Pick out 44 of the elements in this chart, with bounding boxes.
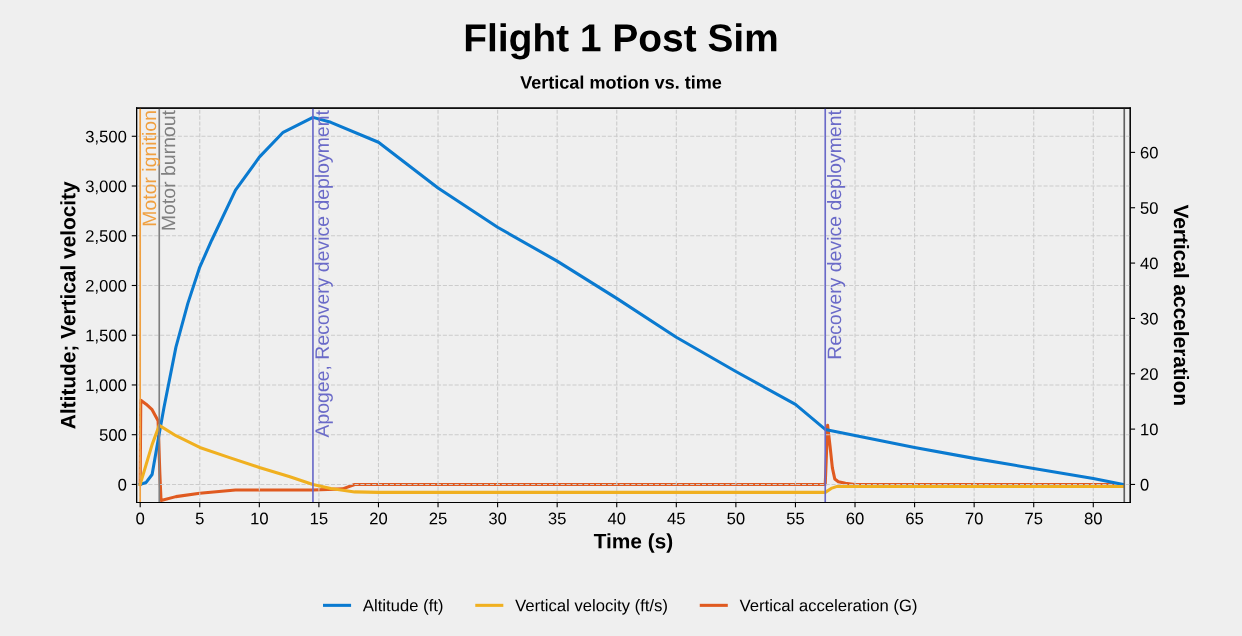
legend-label: Vertical acceleration (G) — [739, 599, 917, 615]
y-axis-title: Altitude; Vertical velocity — [60, 181, 80, 429]
y-tick-label: 0 — [118, 478, 127, 491]
x-tick-label: 0 — [136, 512, 145, 525]
legend-label: Vertical velocity (ft/s) — [515, 599, 667, 615]
y2-tick-label: 40 — [1140, 257, 1158, 270]
x-tick-label: 45 — [667, 512, 685, 525]
x-tick-label: 5 — [195, 512, 204, 525]
ref-line-label: Apogee, Recovery device deployment — [314, 110, 333, 438]
y2-axis-title: Vertical acceleration — [1173, 204, 1190, 405]
y-tick-label: 500 — [99, 429, 127, 441]
y-tick-label: 3,000 — [85, 180, 127, 195]
x-tick-label: 20 — [370, 512, 388, 525]
x-tick-label: 50 — [727, 512, 745, 525]
y-tick-label: 2,000 — [86, 279, 127, 294]
x-tick-label: 35 — [548, 512, 566, 525]
x-tick-label: 80 — [1084, 512, 1102, 525]
y-tick-label: 2,500 — [86, 230, 127, 244]
x-tick-label: 25 — [429, 512, 447, 525]
y2-tick-label: 50 — [1140, 202, 1158, 214]
x-tick-label: 75 — [1025, 512, 1043, 525]
x-tick-label: 70 — [965, 512, 983, 525]
y-tick-label: 1,500 — [86, 329, 127, 344]
y-tick-label: 1,000 — [86, 379, 127, 394]
y2-tick-label: 0 — [1140, 478, 1149, 491]
legend-label: Altitude (ft) — [362, 599, 443, 615]
x-axis-title: Time (s) — [593, 533, 673, 553]
x-tick-label: 40 — [607, 512, 626, 525]
x-tick-label: 65 — [906, 512, 924, 525]
ref-line-label: Recovery device deployment — [827, 110, 846, 359]
y2-tick-label: 60 — [1140, 146, 1158, 159]
chart-title: Flight 1 Post Sim — [465, 23, 777, 60]
y2-tick-label: 20 — [1140, 368, 1158, 380]
ref-line-label: Motor burnout — [161, 110, 176, 230]
x-tick-label: 55 — [786, 512, 805, 525]
y2-tick-label: 10 — [1141, 423, 1158, 436]
ref-line-label: Motor ignition — [141, 111, 161, 226]
chart-subtitle: Vertical motion vs. time — [520, 75, 722, 89]
x-tick-label: 15 — [310, 512, 328, 525]
x-tick-label: 60 — [846, 512, 864, 525]
x-tick-label: 10 — [251, 512, 268, 525]
x-tick-label: 30 — [488, 512, 507, 525]
y2-tick-label: 30 — [1140, 312, 1158, 325]
y-tick-label: 3,500 — [85, 130, 127, 145]
